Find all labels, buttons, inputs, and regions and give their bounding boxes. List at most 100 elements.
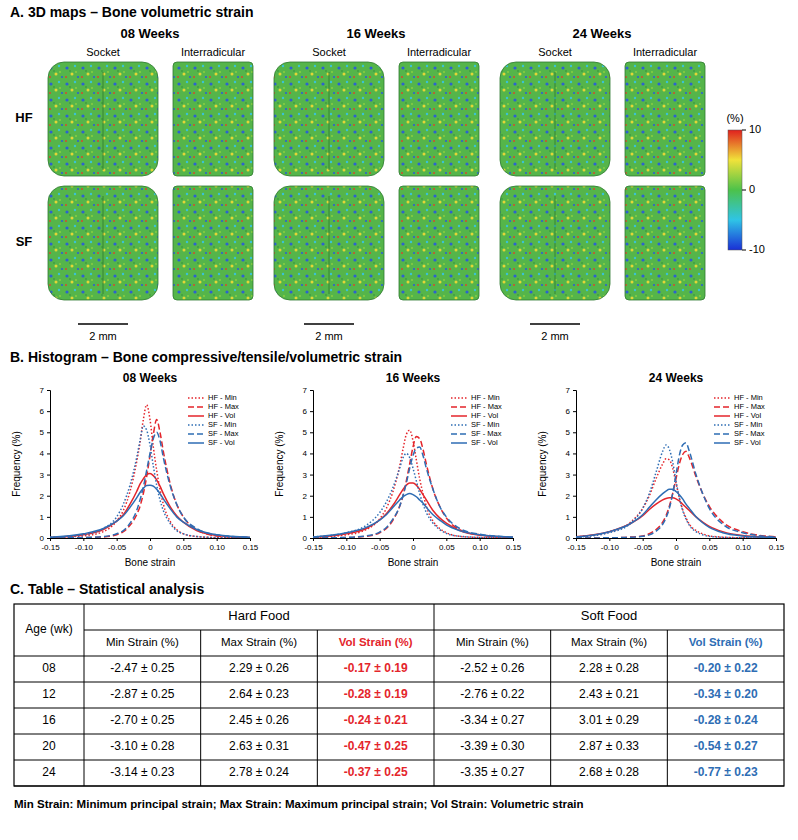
x-tick-label: -0.10 [75, 543, 94, 552]
legend-swatch [714, 415, 730, 417]
age-header: 16 Weeks [346, 26, 405, 41]
panel-title: B. Histogram – Bone compressive/tensile/… [10, 349, 402, 365]
y-tick-mark [47, 517, 50, 518]
row-label: SF [16, 234, 33, 249]
x-tick-mark [480, 538, 481, 541]
interradicular-render [399, 186, 479, 300]
interradicular-render [173, 62, 253, 176]
y-tick: 2 [303, 492, 313, 501]
x-tick: -0.15 [41, 538, 60, 552]
panel-a: A. 3D maps – Bone volumetric strainHFSF0… [10, 4, 765, 342]
x-tick-label: 0 [674, 543, 679, 552]
legend-swatch [188, 415, 204, 417]
x-tick-mark [413, 538, 414, 541]
legend-swatch [451, 406, 467, 408]
y-tick: 7 [566, 386, 576, 395]
legend-swatch [714, 442, 730, 444]
y-tick-mark [47, 538, 50, 539]
socket-render [48, 62, 158, 176]
legend: HF - MinHF - MaxHF - VolSF - MinSF - Max… [451, 393, 502, 447]
chart-title: 24 Weeks [649, 371, 704, 385]
y-axis-line [573, 391, 577, 539]
x-axis-line [51, 539, 251, 542]
y-axis-line [310, 391, 314, 539]
x-tick: 0.15 [769, 538, 785, 552]
table-cell: -0.37 ± 0.25 [344, 765, 408, 779]
view-header: Socket [538, 46, 572, 58]
table-rule [14, 656, 784, 657]
y-tick-mark [310, 496, 313, 497]
x-tick: 0.10 [735, 538, 751, 552]
x-tick: -0.10 [338, 538, 357, 552]
legend-swatch [714, 406, 730, 408]
scale-bar-label: 2 mm [315, 330, 343, 342]
x-tick: 0.05 [702, 538, 718, 552]
series-line [576, 451, 776, 538]
x-tick: 0 [148, 538, 153, 552]
table-cell: -2.87 ± 0.25 [110, 687, 174, 701]
x-tick: 0.05 [439, 538, 455, 552]
y-tick: 4 [566, 449, 576, 458]
table-cell: -2.52 ± 0.26 [460, 661, 524, 675]
y-tick-label: 7 [303, 386, 308, 395]
table-cell: -0.54 ± 0.27 [694, 739, 758, 753]
y-tick-mark [573, 538, 576, 539]
y-tick-mark [47, 496, 50, 497]
line-chart: 08 Weeks-0.15-0.10-0.0500.050.100.150123… [11, 371, 259, 568]
y-tick: 5 [40, 428, 50, 437]
table-cell: -3.34 ± 0.27 [460, 713, 524, 727]
interradicular-render [625, 186, 705, 300]
y-tick: 4 [303, 449, 313, 458]
y-tick-mark [573, 517, 576, 518]
y-tick: 6 [303, 407, 313, 416]
legend-swatch [188, 397, 204, 399]
y-axis-line [47, 391, 51, 539]
y-tick-mark [573, 411, 576, 412]
x-tick-mark [743, 538, 744, 541]
y-tick-label: 7 [40, 386, 45, 395]
legend-swatch [451, 415, 467, 417]
table-rule [14, 786, 784, 787]
x-tick-label: 0.10 [735, 543, 751, 552]
y-tick: 6 [566, 407, 576, 416]
legend-entry: HF - Max [734, 402, 765, 411]
legend-swatch [188, 406, 204, 408]
y-tick-mark [47, 390, 50, 391]
colorbar-tick [742, 190, 746, 191]
table-cell: -3.39 ± 0.30 [460, 739, 524, 753]
table-cell: 2.87 ± 0.33 [579, 739, 639, 753]
colorbar-tick [742, 250, 746, 251]
scale-bar-label: 2 mm [89, 330, 117, 342]
legend-entry: HF - Vol [734, 411, 761, 420]
plot-lines [50, 405, 250, 538]
x-tick: 0 [674, 538, 679, 552]
table-cell: 24 [42, 765, 56, 779]
table-cell: -0.28 ± 0.19 [344, 687, 408, 701]
render-contour [329, 196, 330, 294]
legend-entry: SF - Max [208, 429, 239, 438]
legend-entry: SF - Vol [471, 438, 498, 447]
table-column-header: Max Strain (%) [221, 636, 297, 648]
y-tick: 7 [303, 386, 313, 395]
series-line [576, 498, 776, 538]
x-tick-mark [83, 538, 84, 541]
x-tick-label: -0.15 [41, 543, 60, 552]
y-tick-label: 1 [40, 513, 45, 522]
x-tick: 0.10 [209, 538, 225, 552]
socket-render [274, 62, 384, 176]
y-tick: 4 [40, 449, 50, 458]
y-tick-label: 6 [303, 407, 308, 416]
y-tick: 3 [566, 471, 576, 480]
x-tick-label: 0.10 [209, 543, 225, 552]
table-cell: -0.47 ± 0.25 [344, 739, 408, 753]
x-tick: -0.15 [567, 538, 586, 552]
y-tick-label: 2 [40, 492, 45, 501]
table-cell: 2.43 ± 0.21 [579, 687, 639, 701]
x-axis: -0.15-0.10-0.0500.050.100.15 [41, 538, 258, 552]
legend-entry: HF - Min [734, 393, 763, 402]
table-group-header: Soft Food [581, 608, 637, 623]
legend-swatch [451, 433, 467, 435]
table-cell: 2.28 ± 0.28 [579, 661, 639, 675]
panel-title: C. Table – Statistical analysis [10, 581, 204, 597]
x-tick-mark [513, 538, 514, 541]
